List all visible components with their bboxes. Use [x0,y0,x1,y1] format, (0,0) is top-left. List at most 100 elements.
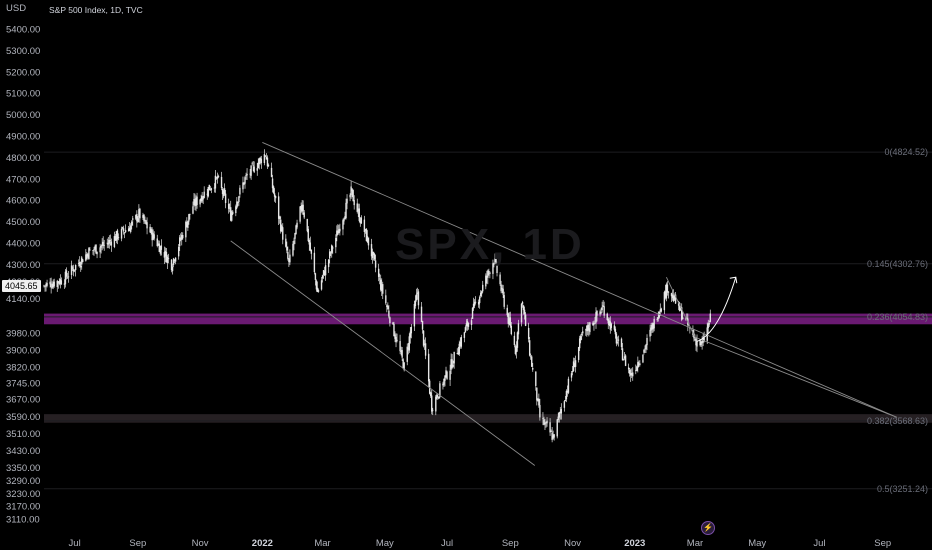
candle-body [243,182,245,185]
candle-body [652,323,654,330]
candle-body [709,313,711,322]
candle-body [323,271,326,276]
candle-body [410,326,413,334]
fib-label: 0.236(4054.83) [867,312,928,322]
candle-body [424,343,427,356]
candle-body [117,237,120,239]
candle-body [363,219,366,233]
candle-body [670,293,673,297]
candle-body [365,228,368,242]
candle-body [632,372,634,377]
candle-body [581,334,583,336]
candle-body [617,339,620,341]
candle-body [614,328,617,335]
candle-body [139,208,141,219]
y-tick-label: 5000.00 [6,110,40,121]
candle-body [100,245,102,248]
lightning-icon[interactable]: ⚡ [701,521,715,535]
candle-body [221,188,224,195]
candle-body [337,230,339,235]
candle-body [486,276,488,278]
candle-body [346,198,348,204]
x-tick-label: May [748,538,766,549]
candle-body [227,203,230,209]
candle-body [210,188,213,190]
candle-body [502,288,504,295]
candle-body [682,317,684,320]
candle-body [213,187,216,189]
candle-body [153,234,155,239]
candle-body [523,309,526,315]
zone-layer [44,313,932,423]
candle-body [420,306,423,322]
candle-body [659,309,661,312]
candle-body [43,285,45,287]
candle-body [202,197,204,200]
candle-body [259,157,262,161]
candle-body [413,303,416,327]
candle-body [627,367,630,370]
candle-body [478,297,481,303]
x-tick-label: Sep [502,538,519,549]
candle-body [85,254,87,261]
y-tick-label: 3670.00 [6,395,40,406]
candle-body [465,323,468,327]
candle-body [110,241,113,246]
candle-body [653,318,655,329]
trendline [694,336,898,418]
x-tick-label: Sep [874,538,891,549]
candle-body [315,280,318,290]
candle-body [516,332,519,348]
candle-body [286,246,288,251]
candle-body [371,251,374,258]
candle-body [44,285,46,287]
candle-body [208,184,210,191]
candle-body [381,284,383,292]
candle-body [382,284,384,294]
y-tick-label: 4900.00 [6,131,40,142]
y-tick-label: 3745.00 [6,379,40,390]
y-tick-label: 3350.00 [6,463,40,474]
candle-body [635,370,637,371]
candle-body [113,236,116,248]
candle-body [93,249,95,250]
candle-body [152,232,154,240]
candle-body [529,356,532,358]
candle-body [686,317,688,319]
candle-body [46,282,48,286]
candle-body [263,154,266,163]
candle-body [214,175,217,189]
candle-body [515,345,518,353]
candle-body [707,323,709,329]
candle-body [308,239,310,245]
candle-body [56,280,58,287]
candle-body [588,328,590,332]
candle-body [216,176,219,179]
candle-body [451,359,453,368]
x-tick-label: May [376,538,394,549]
candle-body [428,380,431,394]
candle-body [267,164,270,167]
candle-body [303,212,305,218]
candle-body [336,230,338,237]
candle-body [701,341,703,344]
candle-body [145,220,147,225]
candle-body [306,218,308,231]
candle-body [603,306,605,316]
x-tick-label: Sep [129,538,146,549]
trendline-layer [230,141,898,466]
candle-body [386,305,388,308]
candle-body [694,339,696,340]
x-tick-label: 2023 [624,538,645,549]
candle-body [586,325,588,332]
candle-body [396,339,398,341]
candle-body [217,176,220,178]
candle-body [189,213,191,215]
candle-body [560,409,563,414]
candle-body [135,214,137,219]
candle-body [302,204,304,212]
candle-body [45,284,47,287]
candle-body [372,251,375,256]
candle-body [660,308,663,312]
